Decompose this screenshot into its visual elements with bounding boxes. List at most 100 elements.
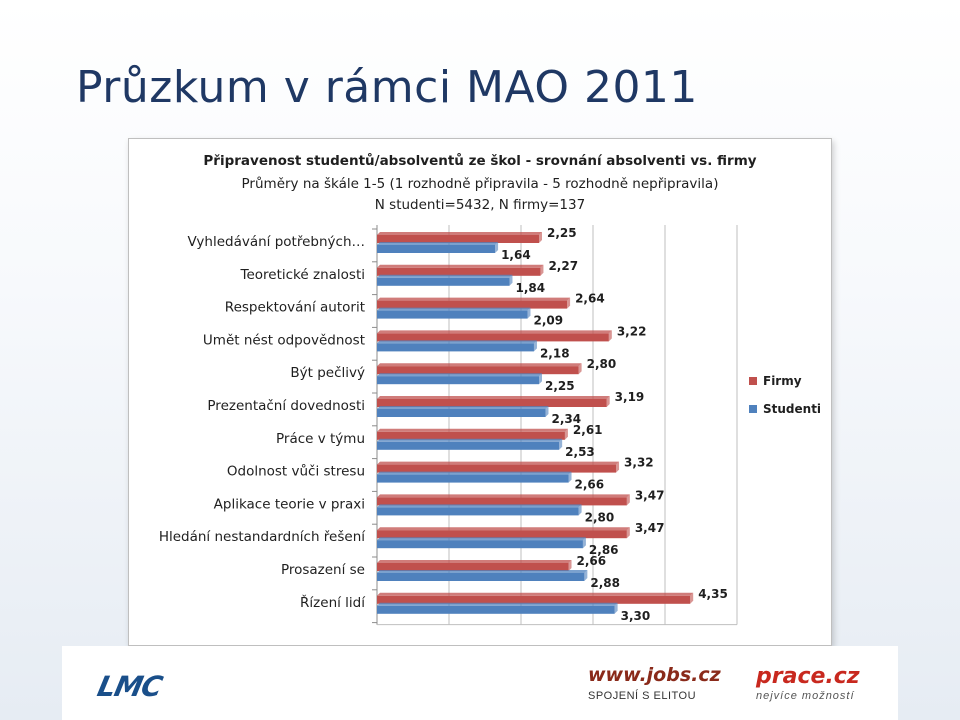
bar-studenti-side (578, 504, 582, 516)
data-label-firmy: 2,61 (573, 423, 603, 437)
bar-firmy-top (377, 264, 544, 268)
bar-firmy-top (377, 297, 571, 301)
bar-studenti (377, 540, 583, 549)
prace-cz-logo[interactable]: prace.cz (756, 664, 860, 689)
data-label-firmy: 3,32 (624, 456, 654, 470)
category-label: Prosazení se (281, 562, 365, 578)
legend-swatch-firmy (749, 377, 757, 385)
bar-studenti (377, 277, 510, 286)
bar-studenti (377, 409, 546, 417)
bar-studenti-top (377, 307, 531, 311)
data-label-studenti: 1,64 (501, 248, 531, 262)
bar-studenti (377, 310, 528, 319)
data-label-firmy: 2,27 (548, 259, 578, 273)
data-label-firmy: 2,80 (587, 357, 617, 371)
bar-studenti-top (377, 504, 582, 508)
data-label-firmy: 3,47 (635, 488, 665, 502)
data-label-firmy: 2,64 (575, 292, 605, 306)
category-label: Hledání nestandardních řešení (159, 529, 366, 545)
bar-firmy-side (690, 592, 694, 604)
data-label-studenti: 2,80 (585, 510, 615, 524)
bar-studenti (377, 507, 579, 516)
legend-item-firmy: Firmy (749, 367, 821, 395)
prace-cz-tagline: nejvíce možností (756, 690, 855, 702)
bar-firmy (377, 563, 569, 571)
bar-firmy-side (539, 232, 542, 243)
data-label-firmy: 3,22 (617, 324, 647, 338)
footer-bar (62, 646, 898, 720)
bar-firmy-top (377, 560, 572, 563)
data-label-studenti: 2,09 (533, 314, 563, 328)
bar-studenti (377, 605, 615, 614)
bar-chart: Vyhledávání potřebných… 2,25 1,64 Teoretick… (159, 225, 738, 626)
bar-studenti-side (584, 570, 588, 581)
category-label: Práce v týmu (276, 431, 365, 447)
bar-studenti-top (377, 340, 537, 344)
data-label-firmy: 4,35 (698, 587, 728, 601)
data-label-studenti: 2,53 (565, 445, 595, 459)
bar-firmy-top (377, 527, 630, 531)
jobs-cz-tagline: SPOJENÍ S ELITOU (588, 690, 697, 702)
bar-firmy-side (626, 494, 630, 506)
bar-studenti (377, 343, 534, 352)
chart-legend: Firmy Studenti (749, 367, 821, 423)
bar-studenti-side (582, 537, 586, 549)
bar-firmy (377, 267, 541, 276)
bar-firmy-top (377, 232, 542, 235)
bar-firmy-top (377, 396, 610, 399)
bar-firmy (377, 235, 539, 243)
data-label-studenti: 2,25 (545, 379, 575, 393)
bar-firmy (377, 366, 579, 375)
bar-studenti-side (568, 471, 572, 483)
bar-firmy-top (377, 494, 630, 498)
bar-firmy-side (616, 461, 620, 473)
jobs-cz-logo[interactable]: www.jobs.cz (588, 664, 721, 686)
chart-subtitle-sample-size: N studenti=5432, N firmy=137 (374, 197, 586, 213)
bar-studenti (377, 245, 496, 253)
bar-studenti-top (377, 471, 572, 475)
data-label-studenti: 2,18 (540, 346, 570, 360)
bar-firmy (377, 333, 609, 342)
bar-studenti-top (377, 570, 588, 573)
bar-studenti-side (559, 438, 563, 450)
bar-studenti-side (527, 307, 531, 319)
chart-title: Připravenost studentů/absolventů ze škol… (203, 153, 757, 169)
bar-firmy-side (568, 560, 572, 571)
legend-label-firmy: Firmy (763, 374, 802, 388)
bar-studenti-side (545, 406, 549, 417)
bar-firmy (377, 497, 627, 506)
data-label-firmy: 2,25 (547, 226, 577, 240)
legend-label-studenti: Studenti (763, 402, 822, 416)
bar-firmy-side (626, 527, 630, 539)
bar-studenti-side (495, 242, 499, 253)
chart-panel: Připravenost studentů/absolventů ze škol… (128, 138, 832, 646)
bar-firmy (377, 300, 568, 309)
bar-studenti (377, 441, 560, 450)
lmc-logo[interactable]: LMC (94, 670, 165, 703)
data-label-studenti: 2,86 (589, 543, 619, 557)
data-label-firmy: 3,47 (635, 521, 665, 535)
data-label-firmy: 2,66 (577, 554, 607, 568)
bar-studenti-side (539, 373, 542, 385)
category-label: Prezentační dovednosti (207, 398, 365, 414)
bar-studenti-top (377, 406, 549, 409)
data-label-studenti: 2,88 (590, 576, 620, 590)
bar-firmy-side (564, 428, 568, 440)
bar-firmy-side (540, 264, 544, 276)
legend-item-studenti: Studenti (749, 395, 821, 423)
category-label: Vyhledávání potřebných… (188, 234, 365, 250)
bar-firmy-top (377, 363, 582, 367)
bar-firmy (377, 530, 627, 539)
bar-firmy (377, 464, 617, 473)
bar-studenti-top (377, 242, 499, 245)
category-label: Být pečlivý (290, 365, 365, 381)
category-label: Respektování autorit (225, 300, 365, 316)
bar-firmy (377, 431, 565, 440)
category-label: Řízení lidí (300, 594, 366, 611)
bar-studenti-top (377, 438, 563, 442)
bar-studenti-top (377, 602, 618, 606)
bar-studenti-side (614, 602, 618, 614)
bar-studenti-top (377, 537, 586, 541)
category-label: Umět nést odpovědnost (203, 332, 365, 348)
data-label-studenti: 2,66 (575, 478, 605, 492)
